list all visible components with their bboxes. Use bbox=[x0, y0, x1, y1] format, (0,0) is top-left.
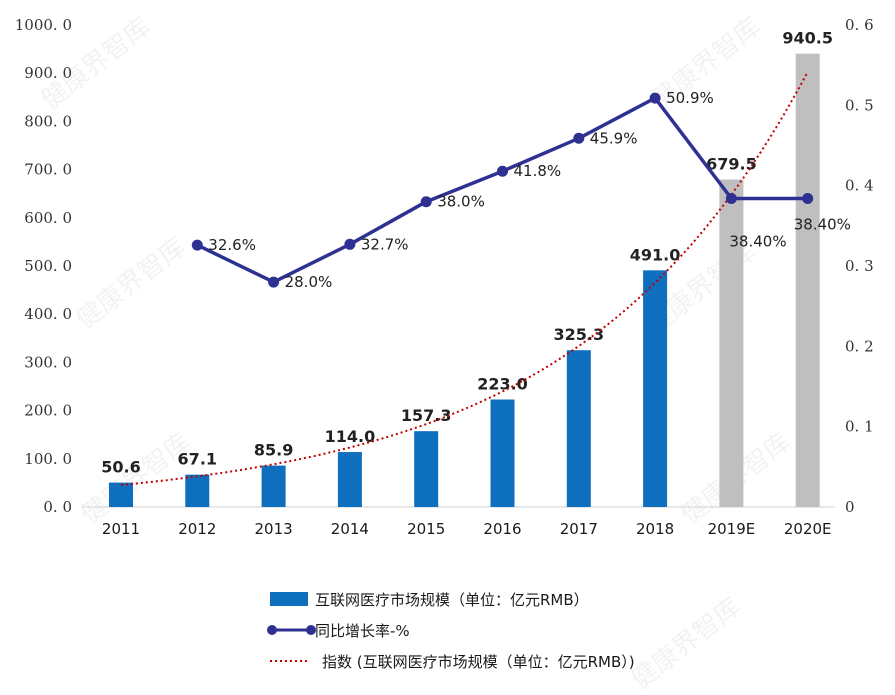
left-tick-label: 600. 0 bbox=[24, 209, 72, 227]
bar bbox=[719, 179, 744, 507]
watermark-text: 健康界智库 bbox=[71, 232, 192, 336]
growth-value-label: 50.9% bbox=[666, 89, 714, 107]
growth-point bbox=[802, 193, 814, 205]
left-tick-label: 0. 0 bbox=[43, 498, 72, 516]
left-tick-label: 300. 0 bbox=[24, 353, 72, 371]
growth-value-label: 32.6% bbox=[208, 236, 256, 254]
growth-point bbox=[725, 193, 737, 205]
right-tick-label: 0. 4 bbox=[845, 177, 874, 195]
growth-point bbox=[344, 238, 356, 250]
growth-value-label: 28.0% bbox=[285, 273, 333, 291]
right-axis: 0 0. 1 0. 2 0. 3 0. 4 0. 5 0. 6 bbox=[845, 16, 874, 516]
left-axis: 0. 0 100. 0 200. 0 300. 0 400. 0 500. 0 600. 0… bbox=[15, 16, 72, 516]
left-tick-label: 700. 0 bbox=[24, 161, 72, 179]
left-tick-label: 1000. 0 bbox=[15, 16, 72, 34]
growth-point bbox=[649, 92, 661, 104]
watermark-text: 健康界智库 bbox=[626, 592, 747, 695]
bar-value-label: 223.0 bbox=[477, 375, 528, 394]
bar-value-label: 114.0 bbox=[325, 427, 376, 446]
left-tick-label: 500. 0 bbox=[24, 257, 72, 275]
x-tick-label: 2014 bbox=[331, 520, 369, 538]
left-tick-label: 200. 0 bbox=[24, 402, 72, 420]
left-tick-label: 900. 0 bbox=[24, 64, 72, 82]
bar-value-label: 679.5 bbox=[706, 154, 757, 173]
bar-value-label: 85.9 bbox=[254, 441, 293, 460]
growth-point bbox=[497, 165, 508, 177]
bar bbox=[566, 350, 591, 507]
x-axis: 2011 2012 2013 2014 2015 2016 2017 2018 2019E 202… bbox=[102, 520, 832, 538]
bar bbox=[795, 53, 820, 507]
left-tick-label: 400. 0 bbox=[24, 305, 72, 323]
growth-value-label: 45.9% bbox=[590, 129, 638, 147]
right-tick-label: 0. 5 bbox=[845, 96, 874, 114]
bar bbox=[414, 431, 439, 507]
trendline-series bbox=[120, 71, 809, 486]
legend-line-label: 同比增长率-% bbox=[315, 622, 410, 640]
legend-line-marker-end bbox=[306, 625, 316, 635]
legend-bar-label: 互联网医疗市场规模（单位：亿元RMB） bbox=[315, 591, 589, 609]
bar bbox=[185, 474, 210, 507]
x-tick-label: 2020E bbox=[784, 520, 832, 538]
legend-line-marker-start bbox=[267, 625, 277, 635]
right-tick-label: 0. 3 bbox=[845, 257, 874, 275]
growth-line bbox=[196, 96, 808, 284]
bar-value-label: 940.5 bbox=[782, 29, 833, 48]
bar bbox=[490, 399, 515, 507]
x-tick-label: 2013 bbox=[255, 520, 293, 538]
bar bbox=[643, 270, 668, 507]
growth-value-label: 38.40% bbox=[729, 233, 786, 251]
legend: 互联网医疗市场规模（单位：亿元RMB） 同比增长率-% 指数 (互联网医疗市场规… bbox=[267, 591, 635, 671]
legend-bar-swatch bbox=[270, 592, 308, 606]
x-tick-label: 2011 bbox=[102, 520, 140, 538]
x-tick-label: 2016 bbox=[483, 520, 521, 538]
bar bbox=[337, 452, 362, 507]
left-tick-label: 800. 0 bbox=[24, 112, 72, 130]
growth-point bbox=[191, 239, 203, 251]
x-tick-label: 2019E bbox=[708, 520, 756, 538]
growth-value-label: 38.40% bbox=[794, 216, 851, 234]
x-tick-label: 2015 bbox=[407, 520, 445, 538]
growth-value-label: 32.7% bbox=[361, 235, 409, 253]
growth-value-label: 38.0% bbox=[437, 193, 485, 211]
trendline bbox=[120, 71, 809, 486]
bar-series: 50.6 67.1 85.9 114.0 157.3 223.0 325.3 491.0 679… bbox=[101, 29, 833, 507]
right-tick-label: 0 bbox=[845, 498, 855, 516]
right-tick-label: 0. 1 bbox=[845, 418, 874, 436]
right-tick-label: 0. 2 bbox=[845, 337, 874, 355]
growth-point bbox=[268, 276, 280, 288]
bar-value-label: 67.1 bbox=[178, 450, 217, 469]
growth-point bbox=[573, 132, 585, 144]
bar bbox=[109, 482, 133, 507]
watermark-text: 健康界智库 bbox=[76, 427, 197, 531]
bar-value-label: 325.3 bbox=[553, 325, 604, 344]
bar-value-label: 157.3 bbox=[401, 406, 452, 425]
growth-line-series: 32.6% 28.0% 32.7% 38.0% 41.8% 45.9% 50.9% 38.40… bbox=[191, 89, 851, 291]
legend-trend-label: 指数 (互联网医疗市场规模（单位：亿元RMB）) bbox=[322, 653, 635, 671]
x-tick-label: 2012 bbox=[178, 520, 216, 538]
x-tick-label: 2017 bbox=[560, 520, 598, 538]
right-tick-label: 0. 6 bbox=[845, 16, 874, 34]
growth-value-label: 41.8% bbox=[514, 162, 562, 180]
bar bbox=[261, 465, 286, 507]
bar-value-label: 491.0 bbox=[630, 245, 681, 264]
x-tick-label: 2018 bbox=[636, 520, 674, 538]
growth-point bbox=[420, 196, 432, 208]
bar-value-label: 50.6 bbox=[101, 458, 140, 477]
left-tick-label: 100. 0 bbox=[24, 450, 72, 468]
